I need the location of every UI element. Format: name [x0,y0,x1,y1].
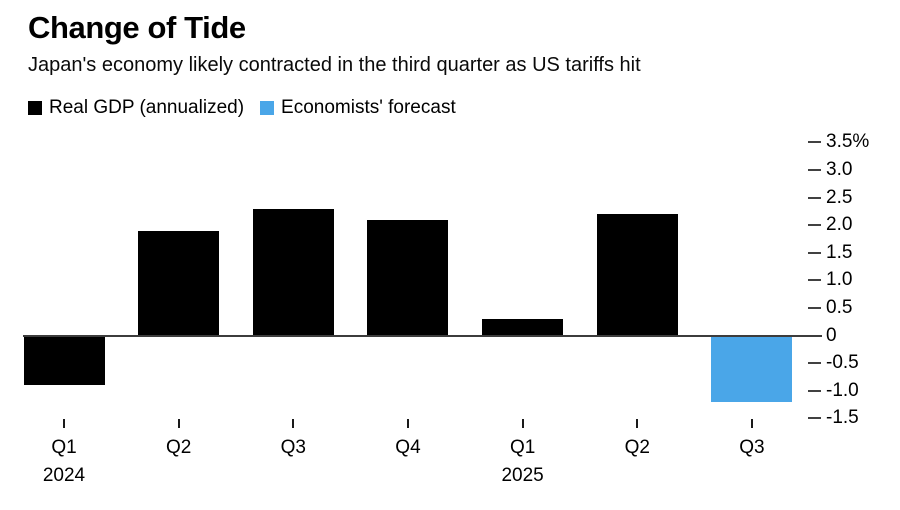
x-axis-tick [636,419,639,428]
bar-q3-2024 [252,208,334,336]
y-axis-tick-label: -1.5 [826,407,859,429]
y-axis-tick-label: 2.5 [826,186,853,208]
x-axis-tick-label: Q1 [51,437,77,458]
x-axis-year-label: 2024 [42,465,86,486]
legend-label: Economists' forecast [281,97,456,118]
y-axis-tick-label: -0.5 [826,352,859,374]
x-axis-tick-label: Q2 [165,437,192,458]
y-axis-tick [808,306,821,309]
legend-swatch [28,101,42,115]
y-axis-tick-label: 0.5 [826,297,853,319]
y-axis-tick-label: 3.0 [826,159,853,181]
x-axis-tick-label: Q4 [395,437,421,458]
x-axis-tick-label: Q3 [280,437,306,458]
bar-q2-2025 [596,214,678,336]
legend-item-real-gdp-annualized: Real GDP (annualized) [28,97,244,119]
y-axis-tick [808,196,821,199]
bar-q1-2025 [482,318,564,336]
y-axis-tick-label: 1.0 [826,269,853,291]
x-axis-tick-label: Q2 [624,437,650,458]
x-axis-tick [63,419,65,428]
x-axis-tick-label: Q3 [739,437,765,458]
bar-q3-2025 [711,335,793,402]
x-axis-tick [521,419,524,428]
y-axis-tick-label: 1.5 [826,241,853,263]
y-axis-tick-label: 3.5% [826,131,870,153]
y-axis-tick [808,417,821,420]
y-axis-tick-label: -1.0 [826,379,859,401]
y-axis-tick [808,251,821,254]
chart-legend: Real GDP (annualized) Economists' forecas… [28,97,456,119]
bar-q1-2024 [23,335,105,386]
bar-q4-2024 [367,219,449,336]
chart-subtitle: Japan's economy likely contracted in the… [28,54,641,76]
x-axis-tick-label: Q1 [509,437,536,458]
y-axis-tick [808,389,821,392]
x-axis-tick [406,419,409,428]
y-axis-tick [808,362,821,365]
zero-axis-line [23,334,822,337]
x-axis-tick [750,419,753,428]
bar-q2-2024 [138,230,220,336]
x-axis-year-label: 2025 [501,465,544,486]
y-axis-tick-label: 0 [826,324,837,346]
legend-swatch [260,101,275,115]
y-axis-tick [808,141,821,144]
y-axis-tick [808,169,821,172]
legend-item-economists-forecast: Economists' forecast [260,97,456,119]
y-axis-tick-label: 2.0 [826,214,853,236]
y-axis-tick [808,279,821,282]
x-axis-tick [177,419,180,428]
x-axis-tick [292,419,295,428]
chart-title: Change of Tide [28,10,246,45]
y-axis-tick [808,224,821,227]
legend-label: Real GDP (annualized) [49,97,245,118]
